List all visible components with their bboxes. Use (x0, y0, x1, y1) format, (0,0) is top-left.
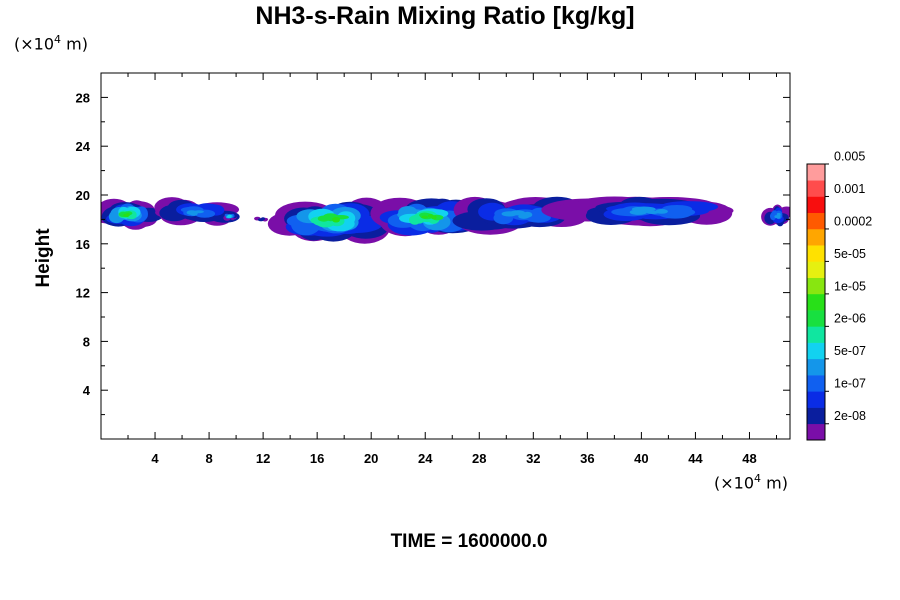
time-label: TIME = 1600000.0 (390, 531, 548, 552)
colorbar-swatch (807, 391, 825, 408)
plot-frame (100, 72, 791, 440)
y-tick-label: 24 (76, 139, 91, 154)
colorbar-label: 5e-07 (834, 344, 866, 358)
cloud-cell (509, 210, 526, 216)
colorbar-swatch (807, 375, 825, 392)
colorbar-swatch (807, 180, 825, 197)
y-unit-exponent: 4 (54, 33, 62, 46)
cloud-cell (421, 215, 428, 219)
y-tick-label: 20 (76, 188, 90, 203)
plot-background (101, 73, 790, 439)
y-axis-unit: (×104 m) (14, 33, 88, 53)
cloud-region (223, 212, 238, 221)
y-tick-label: 12 (76, 286, 90, 301)
cloud-cell (776, 214, 781, 219)
x-tick-label: 4 (151, 451, 159, 466)
y-unit-prefix: (×10 (14, 34, 55, 54)
x-tick-label: 48 (742, 451, 756, 466)
colorbar-swatch (807, 407, 825, 425)
cloud-field (101, 196, 790, 244)
y-tick-label: 28 (76, 90, 90, 105)
colorbar-frame (806, 163, 826, 441)
cloud-cell (123, 213, 128, 217)
x-axis-unit: (×104 m) (714, 472, 788, 492)
colorbar-swatch (807, 342, 825, 360)
cloud-cell (431, 215, 437, 220)
colorbar-swatch (807, 212, 825, 230)
chart-title: NH3-s-Rain Mixing Ratio [kg/kg] (255, 2, 635, 30)
cloud-region (254, 216, 269, 222)
colorbar-swatch (807, 277, 825, 295)
colorbar-swatch (807, 245, 825, 262)
colorbar-label: 0.001 (834, 182, 865, 196)
colorbar: 2e-08 1e-07 5e-07 2e-06 1e-05 5e-05 0.0002 0.00… (806, 149, 872, 441)
colorbar-swatch (807, 196, 825, 214)
y-tick-label: 16 (76, 237, 90, 252)
colorbar-swatch (807, 228, 825, 246)
x-tick-label: 20 (364, 451, 378, 466)
x-tick-label: 16 (310, 451, 324, 466)
x-tick-label: 8 (205, 451, 212, 466)
colorbar-label: 2e-08 (834, 409, 866, 423)
cloud-region (761, 204, 790, 227)
cloud-region (154, 197, 240, 226)
x-tick-label: 36 (580, 451, 594, 466)
colorbar-swatch (807, 293, 825, 311)
x-unit-exponent: 4 (754, 472, 762, 485)
colorbar-label: 1e-05 (834, 279, 866, 293)
colorbar-swatch (807, 164, 825, 181)
x-tick-label: 44 (688, 451, 703, 466)
cloud-region (101, 198, 164, 230)
y-unit-suffix: m) (61, 34, 88, 54)
cloud-cell (522, 211, 533, 218)
colorbar-label: 1e-07 (834, 377, 866, 391)
cloud-cell (227, 215, 231, 219)
x-tick-label: 12 (256, 451, 270, 466)
cloud-region (267, 197, 390, 244)
cloud-cell (646, 210, 660, 214)
colorbar-swatch (807, 326, 825, 343)
colorbar-label: 0.005 (834, 149, 865, 163)
cloud-cell (332, 217, 341, 221)
x-unit-prefix: (×10 (714, 473, 755, 493)
y-tick-label: 8 (83, 334, 90, 349)
colorbar-label: 2e-06 (834, 312, 866, 326)
x-tick-label: 40 (634, 451, 648, 466)
cloud-cell (193, 210, 204, 214)
cloud-cell (633, 207, 647, 213)
colorbar-swatch (807, 310, 825, 327)
colorbar-label: 0.0002 (834, 214, 872, 228)
x-tick-label: 32 (526, 451, 540, 466)
x-unit-suffix: m) (761, 473, 788, 493)
cloud-region (541, 196, 734, 227)
x-tick-label: 24 (418, 451, 433, 466)
cloud-cell (261, 217, 265, 221)
colorbar-swatch (807, 261, 825, 278)
colorbar-label: 5e-05 (834, 247, 866, 261)
cloud-cell (317, 215, 330, 222)
colorbar-swatch (807, 358, 825, 376)
x-tick-label: 28 (472, 451, 486, 466)
y-tick-label: 4 (83, 383, 91, 398)
colorbar-swatch (807, 423, 825, 441)
cloud-cell (665, 208, 689, 217)
